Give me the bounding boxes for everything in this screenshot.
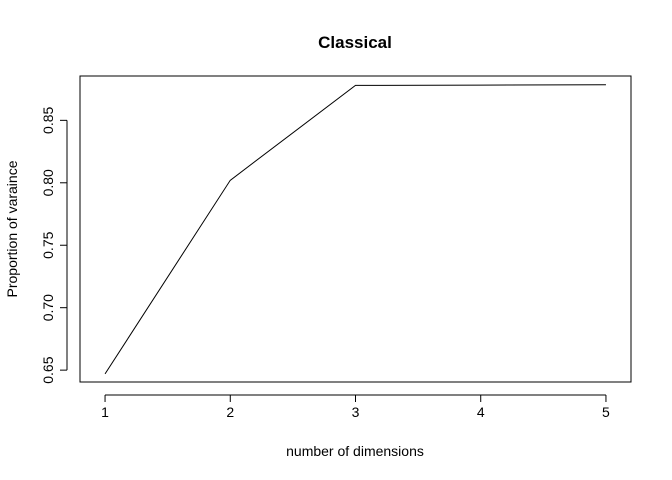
- x-axis: 1 2 3 4 5: [101, 394, 610, 420]
- x-axis-label: number of dimensions: [286, 443, 424, 459]
- x-tick-label: 5: [602, 404, 610, 420]
- series-line: [104, 84, 606, 375]
- x-tick-label: 1: [101, 404, 109, 420]
- y-tick-label: 0.65: [40, 356, 56, 383]
- plot-frame: [79, 75, 632, 383]
- y-tick-label: 0.80: [40, 169, 56, 196]
- y-tick-label: 0.85: [40, 107, 56, 134]
- chart-title: Classical: [318, 33, 392, 52]
- x-tick-label: 3: [352, 404, 360, 420]
- y-tick-label: 0.70: [40, 294, 56, 321]
- x-tick-label: 4: [477, 404, 485, 420]
- series-layer: [104, 84, 606, 375]
- x-tick-label: 2: [226, 404, 234, 420]
- y-axis: 0.65 0.70 0.75 0.80 0.85: [40, 107, 68, 384]
- y-tick-label: 0.75: [40, 231, 56, 258]
- y-axis-label: Proportion of varaince: [4, 160, 20, 297]
